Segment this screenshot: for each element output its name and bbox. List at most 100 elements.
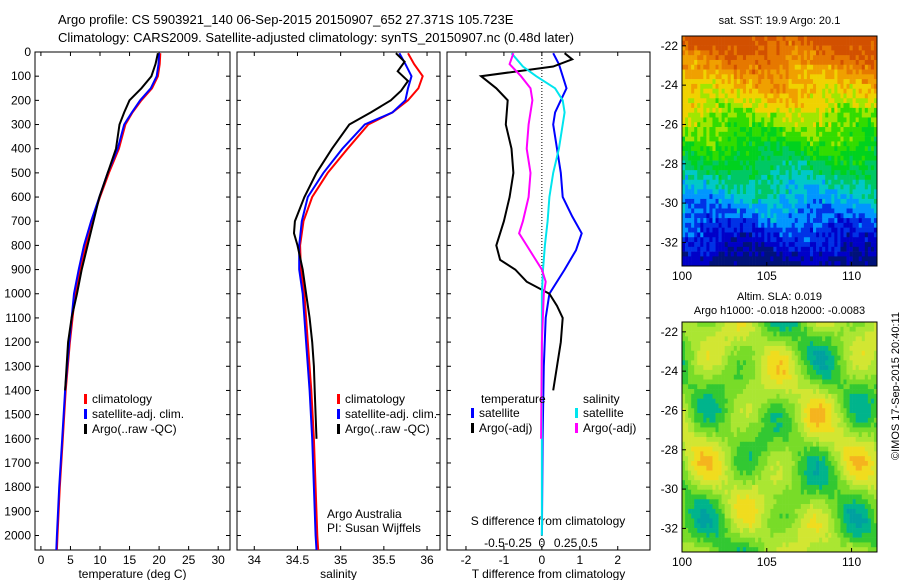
heatmap-cell xyxy=(758,131,762,137)
heatmap-cell xyxy=(846,408,850,414)
heatmap-cell xyxy=(800,50,805,56)
heatmap-cell xyxy=(864,251,869,257)
heatmap-cell xyxy=(867,55,872,61)
heatmap-cell xyxy=(755,69,759,75)
heatmap-cell xyxy=(800,55,805,61)
heatmap-cell xyxy=(782,237,786,243)
heatmap-cell xyxy=(831,45,835,51)
heatmap-cell xyxy=(806,379,811,385)
heatmap-cell xyxy=(724,374,729,380)
heatmap-cell xyxy=(779,184,783,190)
heatmap-cell xyxy=(752,218,756,224)
heatmap-cell xyxy=(861,194,866,200)
heatmap-cell xyxy=(694,74,698,80)
heatmap-cell xyxy=(688,374,692,380)
heatmap-cell xyxy=(864,141,869,147)
heatmap-cell xyxy=(694,403,698,409)
heatmap-cell xyxy=(800,127,805,133)
heatmap-cell xyxy=(849,194,853,200)
heatmap-cell xyxy=(861,203,866,209)
heatmap-cell xyxy=(739,422,744,428)
heatmap-cell xyxy=(697,261,701,267)
heatmap-cell xyxy=(694,345,698,352)
heatmap-cell xyxy=(691,174,695,181)
heatmap-cell xyxy=(873,88,878,94)
heatmap-cell xyxy=(733,422,738,428)
heatmap-cell xyxy=(782,36,786,42)
heatmap-cell xyxy=(770,389,774,395)
heatmap-cell xyxy=(822,122,826,128)
heatmap-cell xyxy=(806,69,811,75)
heatmap-cell xyxy=(718,422,722,428)
heatmap-cell xyxy=(755,107,759,113)
heatmap-cell xyxy=(712,403,716,409)
heatmap-cell xyxy=(870,50,875,56)
heatmap-cell xyxy=(819,251,823,257)
heatmap-cell xyxy=(685,374,689,380)
heatmap-cell xyxy=(776,179,780,185)
heatmap-cell xyxy=(706,136,710,142)
heatmap-cell xyxy=(809,194,814,200)
heatmap-cell xyxy=(703,127,707,133)
heatmap-cell xyxy=(849,146,853,152)
heatmap-cell xyxy=(694,203,698,209)
heatmap-cell xyxy=(867,422,872,428)
heatmap-cell xyxy=(682,98,686,104)
heatmap-cell xyxy=(858,345,863,352)
heatmap-cell xyxy=(718,232,722,238)
heatmap-cell xyxy=(703,36,707,42)
heatmap-cell xyxy=(721,151,725,157)
heatmap-cell xyxy=(703,336,707,342)
heatmap-cell xyxy=(840,55,844,61)
heatmap-cell xyxy=(767,117,771,123)
heatmap-cell xyxy=(846,355,850,361)
heatmap-cell xyxy=(764,155,768,161)
heatmap-cell xyxy=(806,345,811,352)
heatmap-cell xyxy=(873,393,878,399)
heatmap-cell xyxy=(773,36,777,42)
heatmap-cell xyxy=(837,369,841,376)
heatmap-cell xyxy=(803,341,808,347)
heatmap-cell xyxy=(852,408,856,414)
heatmap-cell xyxy=(834,246,838,252)
heatmap-cell xyxy=(736,417,741,423)
heatmap-cell xyxy=(797,432,802,438)
heatmap-cell xyxy=(867,107,872,113)
heatmap-cell xyxy=(864,413,869,419)
heatmap-cell xyxy=(816,131,820,137)
heatmap-cell xyxy=(718,165,722,171)
heatmap-cell xyxy=(843,322,847,328)
heatmap-cell xyxy=(767,107,771,113)
heatmap-cell xyxy=(712,189,716,195)
heatmap-cell xyxy=(697,184,701,190)
heatmap-cell xyxy=(794,160,799,166)
heatmap-cell xyxy=(755,345,759,352)
heatmap-cell xyxy=(840,141,844,147)
heatmap-cell xyxy=(837,103,841,109)
heatmap-cell xyxy=(700,165,704,171)
heatmap-cell xyxy=(727,74,732,80)
heatmap-cell xyxy=(846,222,850,228)
heatmap-cell xyxy=(712,227,716,233)
heatmap-cell xyxy=(858,379,863,385)
heatmap-cell xyxy=(794,256,799,262)
heatmap-cell xyxy=(816,55,820,61)
heatmap-cell xyxy=(703,374,707,380)
heatmap-cell xyxy=(764,251,768,257)
heatmap-cell xyxy=(682,103,686,109)
heatmap-cell xyxy=(691,93,695,99)
heatmap-cell xyxy=(739,79,744,85)
heatmap-cell xyxy=(770,441,774,447)
heatmap-cell xyxy=(727,59,732,66)
heatmap-cell xyxy=(694,40,698,46)
heatmap-cell xyxy=(761,251,765,257)
heatmap-cell xyxy=(749,146,753,152)
heatmap-cell xyxy=(773,355,777,361)
heatmap-cell xyxy=(837,107,841,113)
heatmap-cell xyxy=(806,331,811,337)
heatmap-cell xyxy=(755,242,759,248)
heatmap-cell xyxy=(770,36,774,42)
heatmap-cell xyxy=(837,184,841,190)
heatmap-cell xyxy=(852,393,856,399)
heatmap-cell xyxy=(867,50,872,56)
